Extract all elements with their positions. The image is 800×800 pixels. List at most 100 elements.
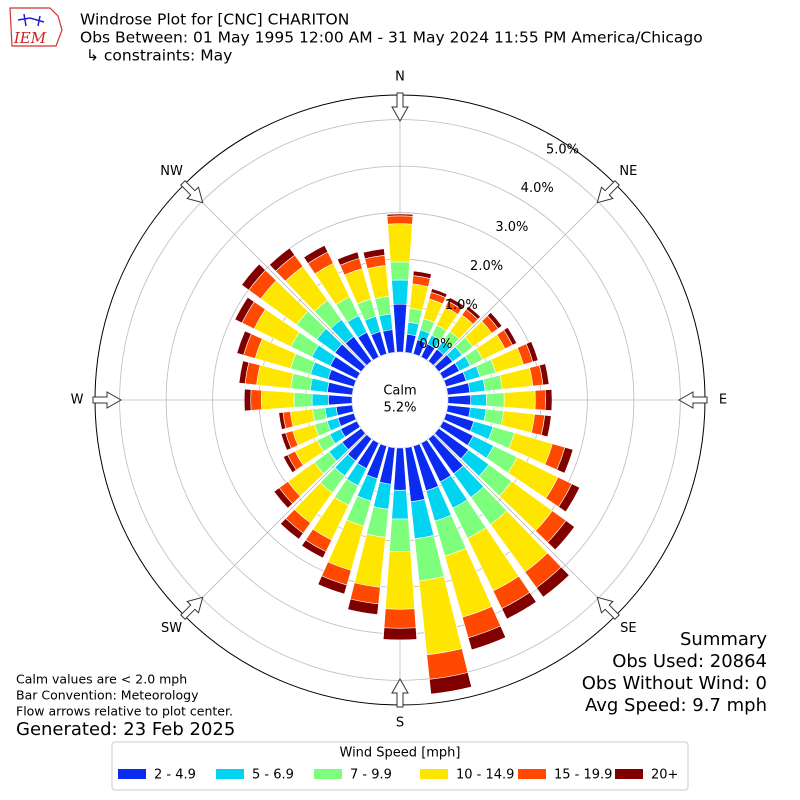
bar-segment	[414, 535, 445, 582]
summary: Obs Without Wind: 0	[582, 673, 767, 694]
bar-segment	[386, 215, 414, 225]
bar-segment	[409, 283, 429, 311]
bar-segment	[534, 389, 546, 411]
bar-segment	[500, 410, 535, 434]
bar-segment	[309, 377, 330, 393]
legend-label: 20+	[651, 768, 678, 783]
bar-segment	[303, 244, 329, 264]
bar-segment	[392, 303, 408, 353]
calm-label: Calm	[383, 384, 416, 399]
compass-label: W	[71, 393, 84, 408]
bar-segment	[503, 390, 536, 410]
bar-segment	[525, 341, 539, 363]
note: Flow arrows relative to plot center.	[16, 704, 233, 719]
bar-segment	[447, 394, 472, 406]
legend-swatch	[118, 769, 146, 779]
legend-label: 5 - 6.9	[252, 768, 294, 783]
bar-segment	[429, 672, 472, 695]
legend-label: 2 - 4.9	[154, 768, 196, 783]
bar-segment	[374, 296, 392, 317]
flow-arrow	[391, 92, 409, 123]
bar-segment	[261, 390, 295, 410]
bar-segment	[486, 311, 503, 330]
bar-segment	[467, 378, 486, 393]
note: Bar Convention: Meteorology	[16, 688, 199, 703]
bar-segment	[547, 520, 575, 551]
bar-segment	[483, 408, 504, 426]
bar-segment	[311, 393, 329, 407]
bar-segment	[366, 506, 389, 538]
bar-segment	[301, 539, 327, 559]
r-tick-label: 0.0%	[419, 337, 452, 352]
bar-segment	[467, 625, 507, 651]
flow-arrow	[92, 391, 123, 409]
legend-swatch	[615, 769, 643, 779]
bar-segment	[289, 408, 316, 428]
bar-segment	[447, 297, 465, 310]
bar-segment	[373, 481, 392, 510]
r-tick-label: 4.0%	[521, 181, 554, 196]
bar-segment	[556, 446, 574, 474]
bar-segment	[544, 389, 553, 411]
r-tick-label: 3.0%	[495, 220, 528, 235]
flow-arrow	[180, 180, 204, 204]
legend-label: 10 - 14.9	[456, 768, 514, 783]
bar-segment	[280, 432, 292, 451]
bar-segment	[540, 414, 552, 438]
compass-label: E	[719, 393, 727, 408]
bar-segment	[280, 518, 304, 540]
bar-segment	[347, 598, 379, 615]
bar-segment	[382, 627, 418, 641]
summary: Summary	[680, 629, 767, 650]
radial-grid	[433, 184, 616, 367]
bar-segment	[499, 367, 534, 390]
flow-arrow	[180, 596, 204, 620]
bar-segment	[273, 487, 294, 509]
logo-outline	[9, 7, 63, 47]
bar-segment	[470, 393, 487, 407]
bar-segment	[539, 363, 550, 386]
bar-segment	[390, 261, 410, 281]
bar-segment	[391, 489, 409, 520]
bar-segment	[386, 213, 414, 217]
bar-segment	[535, 566, 570, 598]
bar-segment	[389, 518, 411, 552]
generated: Generated: 23 Feb 2025	[16, 719, 235, 740]
calm-circle	[353, 353, 447, 447]
bar-segment	[407, 308, 423, 325]
bar-segment	[269, 247, 296, 272]
compass-label: SW	[161, 621, 182, 636]
bar-segment	[336, 251, 360, 266]
bar-segment	[241, 263, 266, 291]
bar-segment	[501, 591, 537, 620]
legend-label: 7 - 9.9	[350, 768, 392, 783]
compass-label: S	[396, 716, 404, 731]
bar-segment	[366, 265, 390, 300]
logo-text: IEM	[13, 29, 47, 47]
bar-segment	[393, 447, 407, 491]
logo: IEM	[9, 7, 63, 47]
flow-arrow	[596, 180, 620, 204]
bar-segment	[387, 223, 413, 263]
bar-segment	[282, 454, 297, 473]
bar-segment	[558, 483, 581, 513]
bar-segment	[503, 327, 518, 346]
summary: Avg Speed: 9.7 mph	[585, 695, 767, 716]
r-tick-label: 2.0%	[470, 259, 503, 274]
bar-segment	[465, 305, 481, 320]
legend-swatch	[518, 769, 546, 779]
bar-segment	[250, 389, 263, 411]
legend-swatch	[314, 769, 342, 779]
bar-segment	[385, 550, 415, 610]
bar-segment	[383, 608, 417, 629]
bar-segment	[482, 374, 503, 392]
logo-icon	[17, 13, 45, 27]
calm-value: 5.2%	[383, 401, 416, 416]
constraints: ↳ constraints: May	[86, 47, 232, 65]
flow-arrow	[677, 391, 708, 409]
bar-segment	[236, 330, 252, 356]
legend-label: 15 - 19.9	[554, 768, 612, 783]
flow-arrow	[596, 596, 620, 620]
flow-arrow	[391, 677, 409, 708]
